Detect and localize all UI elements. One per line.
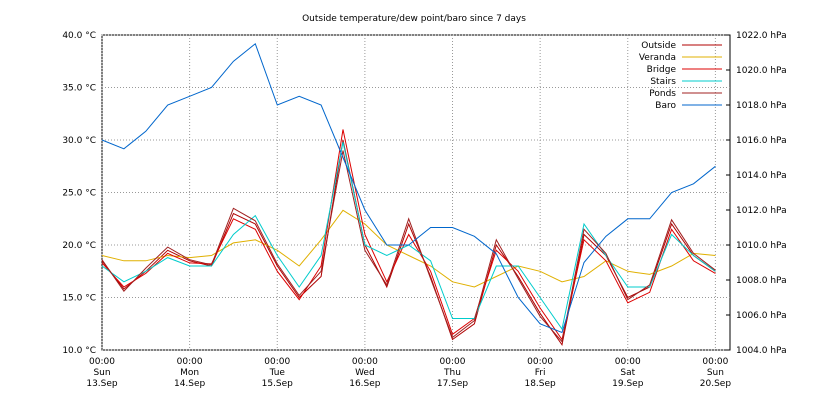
x-tick-label-line: 00:00 (440, 357, 466, 367)
x-tick-label: 00:00 Fri 18.Sep (524, 357, 556, 389)
legend-label: Baro (655, 101, 676, 111)
y2-tick-label: 1004.0 hPa (736, 346, 787, 356)
y2-tick-label: 1016.0 hPa (736, 136, 787, 146)
x-tick-label-line: Sat (620, 368, 635, 378)
x-tick-label-line: 16.Sep (349, 379, 381, 389)
x-tick-label-line: 00:00 (352, 357, 378, 367)
x-tick-label-line: 14.Sep (174, 379, 206, 389)
series-line (101, 209, 716, 288)
y-tick-label: 10.0 °C (62, 346, 96, 356)
y2-tick-label: 1014.0 hPa (736, 171, 787, 181)
x-tick-label-line: 18.Sep (524, 379, 556, 389)
x-tick-label-line: 17.Sep (437, 379, 469, 389)
plot-frame (101, 34, 731, 351)
x-tick-label-line: Wed (355, 368, 375, 378)
x-tick-label-line: Fri (535, 368, 546, 378)
x-tick-label: 00:00 Sat 19.Sep (612, 357, 644, 389)
x-tick-label: 00:00 Sun 13.Sep (86, 357, 118, 389)
x-tick-label-line: Thu (443, 368, 461, 378)
x-tick-label-line: 00:00 (527, 357, 553, 367)
x-tick-label-line: 00:00 (89, 357, 115, 367)
y2-tick-label: 1022.0 hPa (736, 31, 787, 41)
x-tick-label: 00:00 Wed 16.Sep (349, 357, 381, 389)
legend-label: Veranda (639, 53, 676, 63)
x-tick-label-line: 15.Sep (262, 379, 294, 389)
legend-label: Ponds (649, 89, 676, 99)
y2-tick-label: 1018.0 hPa (736, 101, 787, 111)
series-line (101, 139, 716, 347)
y2-tick-label: 1010.0 hPa (736, 241, 787, 251)
x-tick-label-line: Tue (269, 368, 286, 378)
x-tick-label-line: 20.Sep (700, 379, 732, 389)
x-tick-label-line: Mon (180, 368, 199, 378)
series-line (101, 129, 716, 341)
x-tick-label: 00:00 Tue 15.Sep (262, 357, 294, 389)
legend-label: Outside (641, 41, 676, 51)
chart-title: Outside temperature/dew point/baro since… (302, 14, 526, 24)
x-tick-label-line: 00:00 (702, 357, 728, 367)
y2-tick-label: 1006.0 hPa (736, 311, 787, 321)
x-tick-label: 00:00 Mon 14.Sep (174, 357, 206, 389)
y2-tick-label: 1012.0 hPa (736, 206, 787, 216)
x-tick-label: 00:00 Sun 20.Sep (700, 357, 732, 389)
x-tick-label-line: 13.Sep (86, 379, 118, 389)
y-tick-label: 30.0 °C (62, 136, 96, 146)
y2-tick-label: 1008.0 hPa (736, 276, 787, 286)
series-line (101, 150, 716, 343)
y2-tick-label: 1020.0 hPa (736, 66, 787, 76)
x-tick-label-line: 00:00 (615, 357, 641, 367)
y-tick-label: 35.0 °C (62, 84, 96, 94)
x-tick-label-line: Sun (93, 368, 110, 378)
y-tick-label: 40.0 °C (62, 31, 96, 41)
legend-label: Bridge (647, 65, 677, 75)
y-tick-label: 20.0 °C (62, 241, 96, 251)
series-line (101, 42, 716, 334)
x-tick-label: 00:00 Thu 17.Sep (437, 357, 469, 389)
x-tick-label-line: 00:00 (264, 357, 290, 367)
x-tick-label-line: 00:00 (177, 357, 203, 367)
legend-label: Stairs (650, 77, 676, 87)
y-tick-label: 15.0 °C (62, 294, 96, 304)
x-tick-label-line: Sun (707, 368, 724, 378)
x-tick-label-line: 19.Sep (612, 379, 644, 389)
y-tick-label: 25.0 °C (62, 189, 96, 199)
